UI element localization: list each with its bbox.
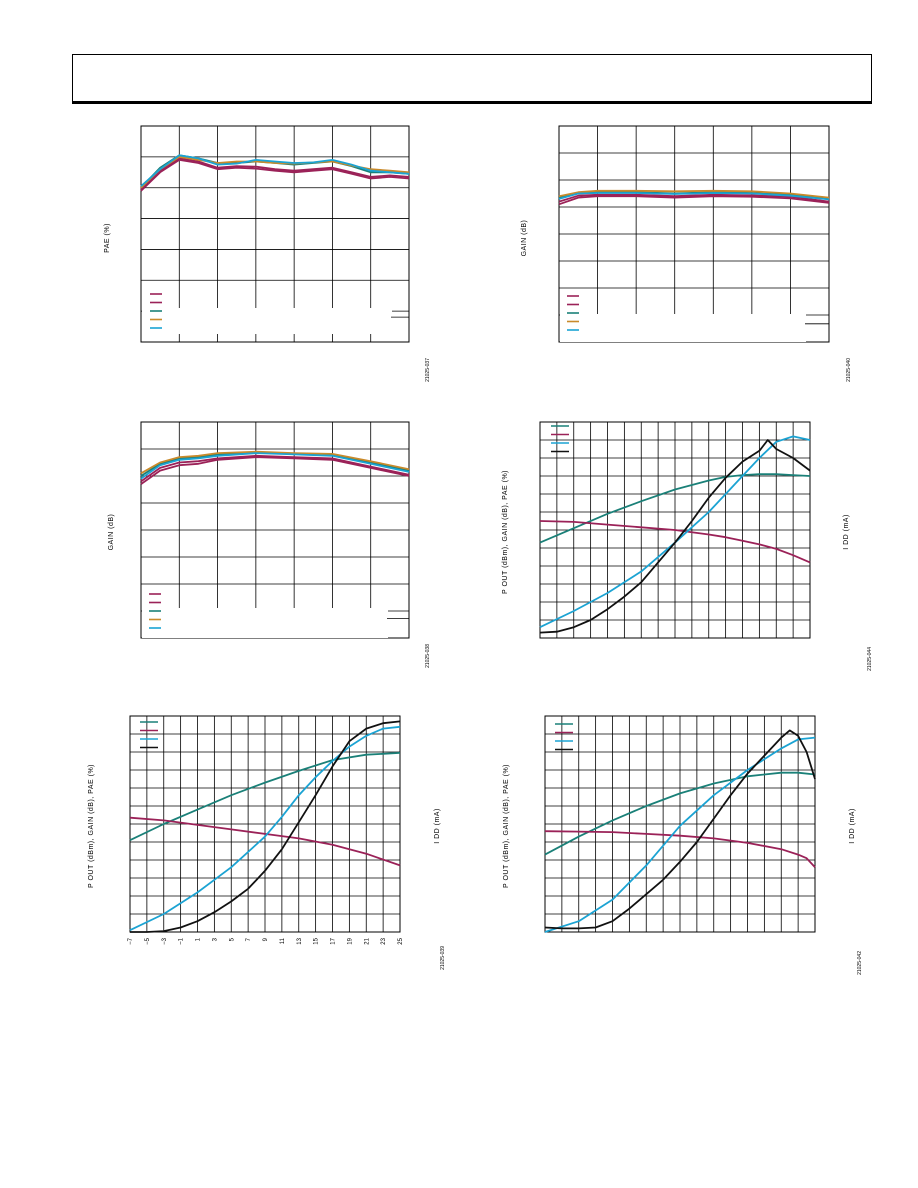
chart-gain-vs-frequency-left: GAIN (dB) 21025-038 (108, 421, 431, 668)
legend-panel (142, 308, 392, 334)
x-tick-label: 11 (280, 937, 286, 944)
y-axis-label: P OUT (dBm), GAIN (dB), PAE (%) (502, 470, 509, 594)
legend-panel (142, 608, 388, 638)
figure-number: 21025-038 (425, 644, 431, 668)
series-line-0 (558, 195, 830, 206)
series-line-1 (140, 454, 410, 483)
x-tick-label: 7 (246, 937, 252, 941)
series-line-3 (539, 439, 811, 634)
y-axis-label: P OUT (dBm), GAIN (dB), PAE (%) (503, 764, 510, 888)
series-line-3 (544, 729, 816, 930)
chart-pout-gain-pae-idd-right-bottom: P OUT (dBm), GAIN (dB), PAE (%) I DD (mA)… (503, 715, 863, 975)
plot-frame (129, 715, 401, 933)
y-axis-label: PAE (%) (104, 223, 111, 253)
figure-number: 21025-040 (846, 358, 852, 382)
series-line-0 (539, 473, 811, 544)
legend (555, 723, 573, 751)
y2-axis-label: I DD (mA) (849, 808, 856, 844)
series-line-4 (140, 154, 410, 187)
x-tick-label: −1 (179, 937, 185, 945)
chart-pout-gain-pae-idd-right-top: P OUT (dBm), GAIN (dB), PAE (%) I DD (mA)… (502, 421, 873, 671)
x-tick-label: 1 (196, 937, 202, 941)
legend-panel (560, 314, 806, 342)
plot-grid (558, 125, 830, 343)
x-tick-label: 5 (229, 937, 235, 941)
legend (149, 593, 161, 629)
chart-pae-vs-frequency: PAE (%) 21025-037 (104, 125, 431, 382)
x-tick-label: 25 (398, 937, 404, 944)
x-tick-label: 3 (212, 937, 218, 941)
page-header-box (72, 54, 872, 102)
plot-grid (129, 715, 401, 933)
series-line-3 (140, 450, 410, 475)
x-tick-label: 9 (263, 937, 269, 941)
plot-frame (539, 421, 811, 639)
x-tick-label: −5 (145, 937, 151, 945)
series-line-2 (539, 435, 811, 629)
legend (551, 425, 569, 453)
series-line-2 (544, 736, 816, 933)
y2-axis-label: I DD (mA) (434, 808, 441, 844)
chart-gain-vs-frequency-right: GAIN (dB) 21025-040 (521, 125, 852, 382)
series-line-4 (140, 452, 410, 480)
series-line-4 (558, 192, 830, 201)
legend (140, 721, 158, 749)
x-tick-label: −7 (128, 937, 134, 945)
series-line-0 (140, 456, 410, 485)
x-tick-label: 13 (297, 937, 303, 944)
x-tick-label: 23 (381, 937, 387, 944)
x-tick-label: 17 (331, 937, 337, 944)
plot-frame (140, 125, 410, 343)
page-header-rule (72, 101, 872, 104)
series-line-1 (544, 830, 816, 868)
figure-number: 21025-044 (867, 647, 873, 671)
y-axis-label: GAIN (dB) (521, 220, 528, 257)
series-line-1 (539, 520, 811, 564)
x-tick-label: −3 (162, 937, 168, 945)
series-line-3 (558, 189, 830, 199)
y-axis-label: P OUT (dBm), GAIN (dB), PAE (%) (88, 764, 95, 888)
series-line-0 (544, 771, 816, 856)
figure-number: 21025-039 (440, 946, 446, 970)
legend (150, 293, 162, 329)
chart-pout-gain-pae-idd-left-bottom: P OUT (dBm), GAIN (dB), PAE (%) I DD (mA)… (88, 715, 446, 970)
series-line-0 (140, 159, 410, 192)
series-line-1 (129, 816, 401, 867)
series-line-0 (129, 752, 401, 842)
plot-grid (544, 715, 816, 933)
series-line-3 (130, 720, 401, 933)
figure-number: 21025-037 (425, 358, 431, 382)
x-tick-label: 15 (314, 937, 320, 944)
legend (567, 295, 579, 331)
series-line-1 (558, 193, 830, 203)
figure-number: 21025-042 (857, 951, 863, 975)
series-line-2 (129, 725, 401, 932)
x-tick-label: 19 (347, 937, 353, 944)
y2-axis-label: I DD (mA) (843, 514, 850, 550)
series-line-1 (140, 157, 410, 190)
plot-frame (544, 715, 816, 933)
y-axis-label: GAIN (dB) (108, 514, 115, 551)
x-tick-label: 21 (364, 937, 370, 944)
